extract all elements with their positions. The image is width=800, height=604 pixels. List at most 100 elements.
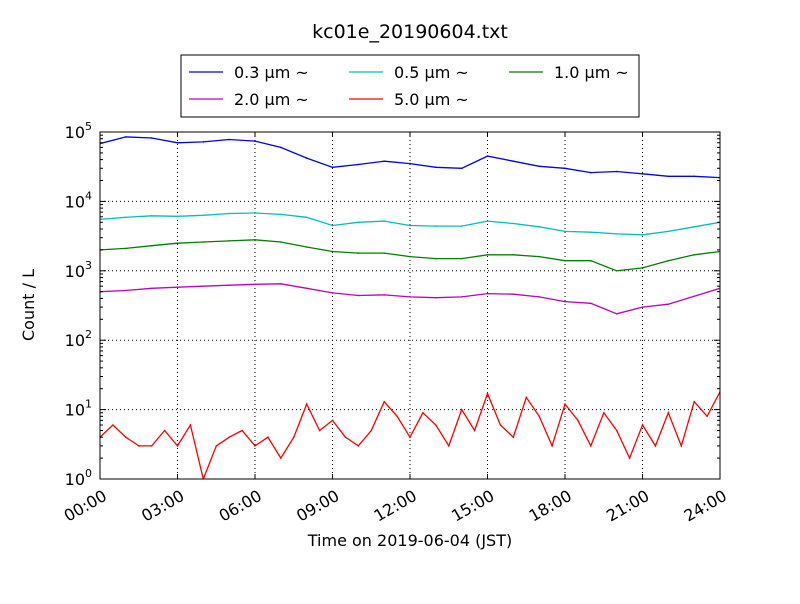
data-point <box>435 225 437 227</box>
data-point <box>538 296 540 298</box>
data-point <box>473 429 476 432</box>
data-point <box>331 292 334 294</box>
x-tick-label: 03:00 <box>138 486 187 526</box>
y-tick-label: 105 <box>65 120 92 142</box>
data-point <box>331 250 334 253</box>
data-point <box>305 157 308 159</box>
data-point <box>241 429 243 432</box>
data-point <box>344 436 347 439</box>
data-point <box>409 255 411 258</box>
chart-title: kc01e_20190604.txt <box>312 21 508 43</box>
data-point <box>293 436 295 439</box>
data-point <box>667 412 670 414</box>
series-lines <box>100 136 720 479</box>
grid <box>100 132 720 479</box>
data-point <box>460 408 463 411</box>
data-point <box>435 257 437 260</box>
data-point <box>280 283 282 285</box>
x-tick-label: 18:00 <box>526 486 575 526</box>
data-point <box>176 445 179 447</box>
data-point <box>538 415 540 418</box>
data-point <box>125 216 127 219</box>
data-point <box>435 424 437 426</box>
data-point <box>150 244 153 247</box>
data-point <box>577 419 579 422</box>
x-tick-label: 06:00 <box>216 486 265 526</box>
data-point <box>590 302 592 305</box>
data-point <box>615 429 618 432</box>
data-point <box>615 270 618 272</box>
data-point <box>512 160 515 162</box>
data-point <box>409 296 411 298</box>
data-point <box>383 294 386 296</box>
data-point <box>254 239 256 241</box>
data-point <box>435 166 437 169</box>
x-tick-label: 12:00 <box>371 486 420 526</box>
data-point <box>641 306 644 308</box>
data-point <box>512 436 515 439</box>
data-point <box>564 403 566 405</box>
data-point <box>254 212 256 214</box>
data-point <box>228 212 230 215</box>
data-point <box>202 241 205 243</box>
y-tick-label: 100 <box>65 467 92 489</box>
data-point <box>409 162 411 165</box>
data-point <box>331 166 334 169</box>
data-point <box>590 445 592 447</box>
y-tick-label: 103 <box>65 259 92 281</box>
axis-ticks: 00:00 03:00 06:00 09:00 12:00 15:00 18:00 21:00… <box>61 120 730 526</box>
data-point <box>409 436 411 439</box>
y-tick-label: 104 <box>65 189 92 211</box>
data-point <box>512 254 515 256</box>
data-point <box>125 436 127 439</box>
data-point <box>305 246 308 248</box>
data-point <box>460 296 463 298</box>
data-point <box>125 289 127 292</box>
data-point <box>460 167 463 170</box>
data-point <box>693 295 695 298</box>
data-point <box>202 141 205 143</box>
x-tick-label: 24:00 <box>681 486 730 526</box>
data-point <box>667 259 670 262</box>
data-point <box>641 424 644 426</box>
data-point <box>228 240 230 242</box>
data-point <box>667 303 670 306</box>
data-point <box>590 259 592 262</box>
data-point <box>641 173 644 175</box>
legend: 0.3 μm ~ 0.5 μm ~ 1.0 μm ~ 2.0 μm ~ 5.0 μm ~ <box>180 54 640 118</box>
data-point <box>267 436 269 439</box>
data-point <box>409 224 411 227</box>
data-point <box>176 142 179 144</box>
data-point <box>603 412 605 414</box>
legend-label: 0.5 μm ~ <box>394 63 469 82</box>
x-tick-label: 15:00 <box>448 486 497 526</box>
data-point <box>357 252 360 254</box>
data-point <box>667 175 670 178</box>
data-point <box>693 226 695 228</box>
data-point <box>641 234 644 236</box>
data-point <box>590 231 592 233</box>
data-point <box>693 175 695 178</box>
data-point <box>538 255 540 258</box>
data-point <box>318 429 321 432</box>
data-point <box>357 163 360 166</box>
data-point <box>564 259 566 262</box>
data-point <box>693 254 695 256</box>
data-point <box>150 445 153 447</box>
data-point <box>551 445 553 447</box>
data-point <box>305 216 308 219</box>
y-tick-label: 101 <box>65 398 92 420</box>
y-tick-label: 102 <box>65 328 92 350</box>
data-point <box>228 436 230 439</box>
data-point <box>615 233 618 235</box>
data-point <box>680 445 683 447</box>
data-point <box>383 400 386 403</box>
data-point <box>564 300 566 303</box>
data-point <box>150 287 153 290</box>
data-point <box>370 429 373 432</box>
data-point <box>590 171 592 174</box>
data-point <box>422 412 424 414</box>
data-point <box>460 225 463 227</box>
